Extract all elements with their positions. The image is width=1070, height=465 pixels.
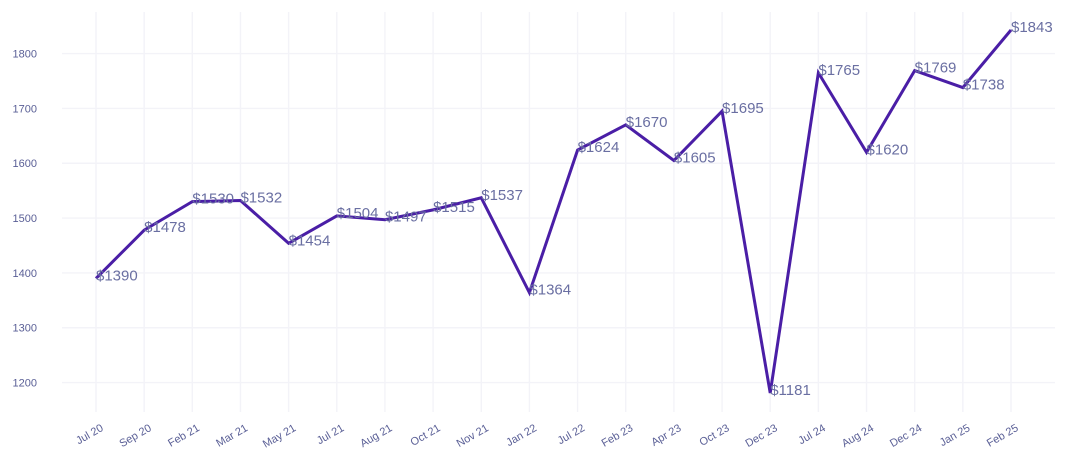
vertical-gridlines (96, 12, 1011, 412)
x-tick-label: Aug 21 (358, 422, 394, 450)
data-label: $1515 (433, 199, 475, 216)
data-label: $1605 (674, 150, 716, 167)
data-label: $1504 (337, 205, 379, 222)
data-label: $1843 (1011, 19, 1053, 36)
x-tick-label: Jul 20 (74, 422, 105, 447)
x-tick-label: Oct 21 (409, 422, 443, 449)
x-tick-label: Jan 22 (504, 422, 539, 449)
y-tick-label: 1500 (13, 213, 37, 225)
data-label: $1620 (867, 141, 909, 158)
x-tick-label: Nov 21 (455, 422, 491, 450)
data-label: $1537 (481, 187, 523, 204)
series-line-price (96, 30, 1011, 393)
data-label: $1181 (770, 382, 811, 399)
horizontal-gridlines (62, 54, 1055, 383)
y-tick-label: 1400 (13, 268, 37, 280)
data-label: $1478 (144, 219, 186, 236)
y-tick-label: 1200 (13, 378, 37, 390)
data-label: $1670 (626, 114, 668, 131)
data-label: $1695 (722, 100, 764, 117)
x-tick-label: Feb 23 (600, 422, 636, 450)
y-tick-label: 1800 (13, 49, 37, 61)
data-label: $1530 (192, 191, 234, 208)
x-tick-label: Dec 23 (744, 422, 780, 450)
data-label: $1769 (915, 60, 957, 77)
y-tick-label: 1700 (13, 103, 37, 115)
x-tick-label: Sep 20 (117, 422, 153, 450)
x-tick-label: Feb 21 (166, 422, 202, 450)
x-tick-label: Jul 21 (315, 422, 346, 447)
line-chart: 1200 1300 1400 1500 1600 1700 1800 Jul 20 Sep 2… (0, 0, 1070, 465)
x-tick-label: Jul 24 (796, 422, 827, 447)
data-label: $1738 (963, 77, 1005, 94)
x-tick-label: Feb 25 (985, 422, 1021, 450)
data-labels: $1390 $1478 $1530 $1532 $1454 $1504 $1497 $1515… (96, 19, 1053, 399)
x-tick-label: Oct 23 (697, 422, 731, 449)
data-label: $1532 (240, 190, 282, 207)
data-label: $1364 (529, 282, 571, 299)
data-label: $1390 (96, 267, 138, 284)
y-axis-ticks: 1200 1300 1400 1500 1600 1700 1800 (13, 49, 37, 390)
x-axis-ticks: Jul 20 Sep 20 Feb 21 Mar 21 May 21 Jul 21 Aug … (74, 422, 1020, 450)
x-tick-label: Dec 24 (888, 422, 924, 450)
data-label: $1765 (818, 62, 860, 79)
y-tick-label: 1300 (13, 323, 37, 335)
data-label: $1454 (289, 232, 331, 249)
y-tick-label: 1600 (13, 158, 37, 170)
x-tick-label: Jan 25 (938, 422, 973, 449)
x-tick-label: Aug 24 (840, 422, 876, 450)
data-label: $1497 (385, 209, 427, 226)
x-tick-label: Mar 21 (214, 422, 250, 450)
x-tick-label: May 21 (261, 422, 298, 450)
x-tick-label: Apr 23 (649, 422, 683, 449)
data-label: $1624 (578, 139, 620, 156)
x-tick-label: Jul 22 (556, 422, 587, 447)
